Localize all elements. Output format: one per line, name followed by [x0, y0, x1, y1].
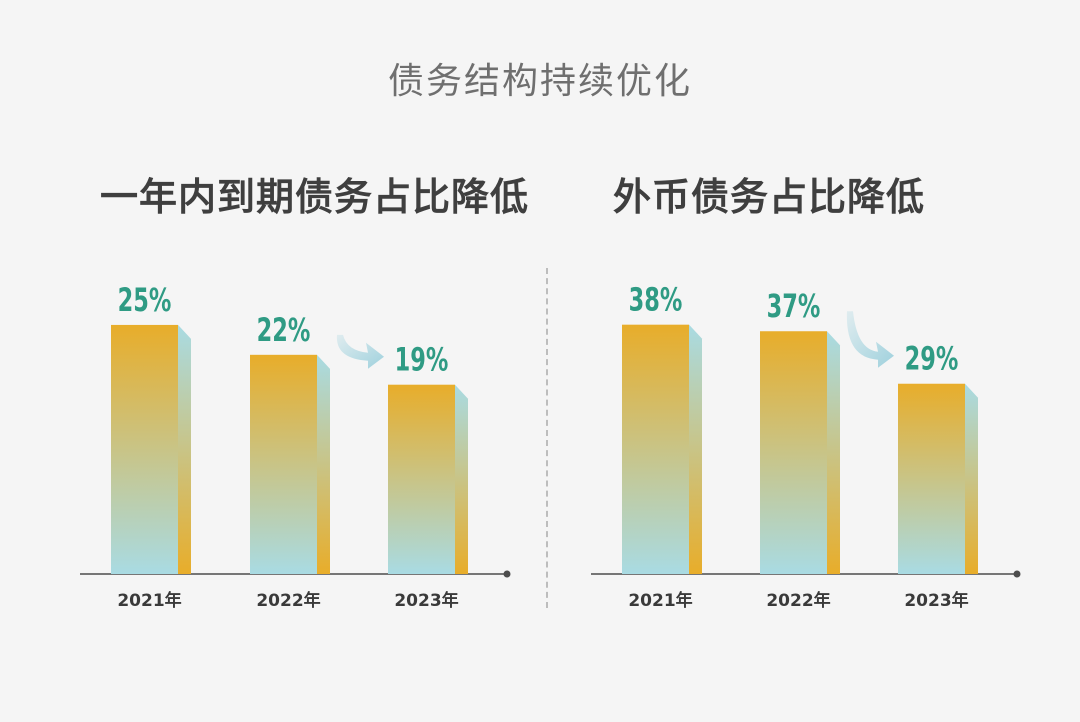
x-axis-end-dot	[1013, 570, 1021, 578]
bar-side	[317, 354, 330, 574]
bar-value-label: 38%	[629, 281, 683, 319]
bar-value-label: 25%	[118, 281, 172, 319]
bar-side	[689, 324, 702, 574]
page-title: 债务结构持续优化	[387, 61, 692, 102]
bar	[388, 384, 455, 574]
x-tick-label: 2023年	[904, 590, 968, 611]
bar	[760, 331, 827, 574]
bar	[622, 324, 689, 574]
bar	[898, 383, 965, 574]
trend-arrow-icon	[846, 311, 894, 368]
x-tick-label: 2022年	[766, 590, 830, 611]
bar-side	[455, 384, 468, 574]
bar	[250, 354, 317, 574]
x-tick-label: 2021年	[117, 590, 181, 611]
left-chart: 25% 2021年 22% 2022年 19% 2023年	[80, 281, 511, 611]
x-tick-label: 2023年	[394, 590, 458, 611]
x-axis-end-dot	[503, 570, 511, 578]
x-tick-label: 2022年	[256, 590, 320, 611]
right-chart-title: 外币债务占比降低	[613, 175, 926, 219]
bar-side	[178, 324, 191, 574]
trend-arrow-icon	[336, 334, 384, 369]
bar-side	[827, 331, 840, 574]
bar-value-label: 19%	[395, 341, 449, 379]
bar	[111, 324, 178, 574]
right-chart: 38% 2021年 37% 2022年 29% 2023年	[591, 281, 1021, 611]
chart-divider	[546, 268, 548, 608]
bar-value-label: 22%	[257, 311, 311, 349]
bar-side	[965, 383, 978, 574]
x-tick-label: 2021年	[628, 590, 692, 611]
bar-value-label: 37%	[767, 287, 821, 325]
bar-value-label: 29%	[905, 340, 959, 378]
left-chart-title: 一年内到期债务占比降低	[100, 175, 530, 219]
